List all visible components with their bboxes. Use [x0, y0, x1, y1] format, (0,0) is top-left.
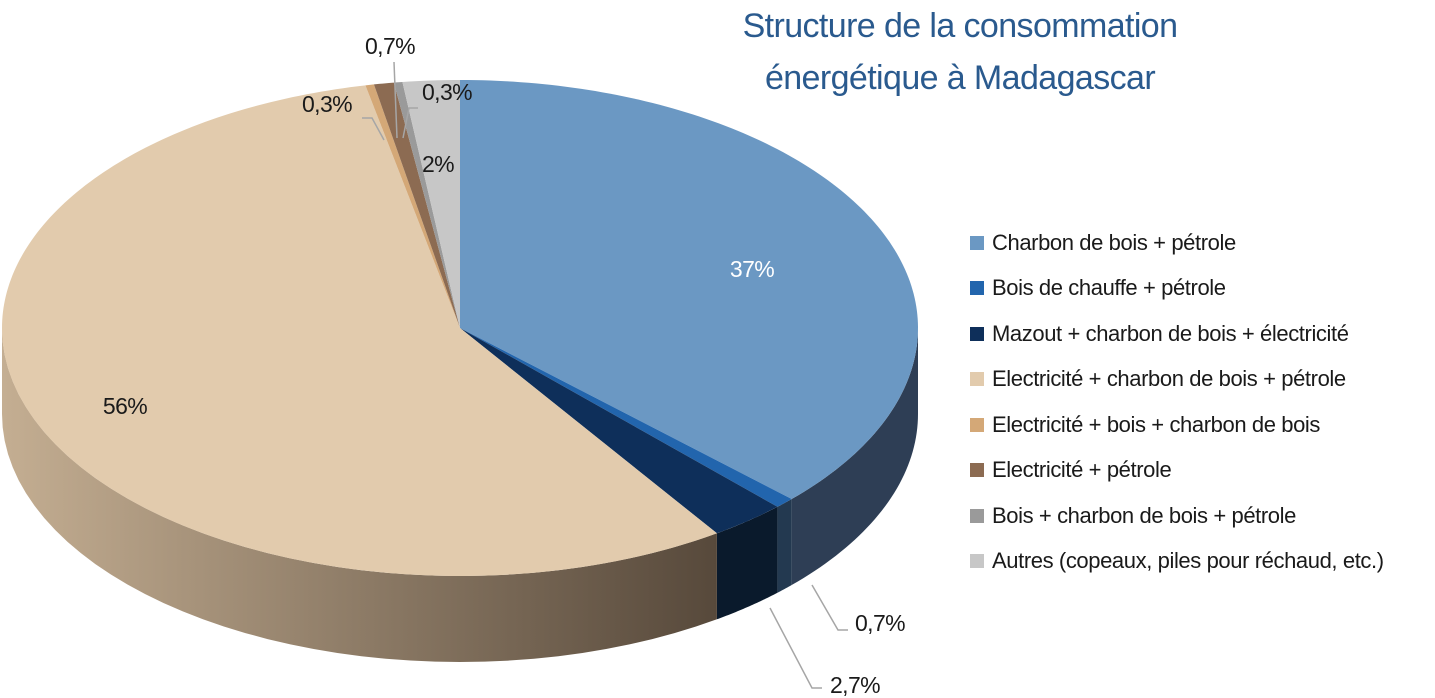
data-label-4: 0,3%: [302, 91, 352, 117]
legend: Charbon de bois + pétrole Bois de chauffe…: [970, 220, 1384, 584]
pie-slice-2: [460, 328, 778, 534]
pie-slice-0: [460, 80, 918, 500]
legend-label: Autres (copeaux, piles pour réchaud, etc…: [992, 548, 1384, 574]
legend-label: Electricité + bois + charbon de bois: [992, 411, 1321, 437]
data-label-0: 37%: [730, 256, 774, 282]
chart-title-line-2: énergétique à Madagascar: [764, 59, 1156, 97]
legend-item: Mazout + charbon de bois + électricité: [970, 311, 1384, 357]
legend-label: Electricité + charbon de bois + pétrole: [992, 366, 1346, 392]
legend-label: Charbon de bois + pétrole: [992, 229, 1236, 255]
data-label-3: 56%: [103, 393, 147, 419]
leader-line-4: [362, 117, 385, 141]
pie-slice-1: [460, 328, 792, 507]
leader-line-5: [393, 61, 398, 139]
pie-sides: [2, 328, 918, 662]
data-label-7: 2%: [422, 151, 454, 177]
pie-labels: 37% 0,7% 2,7% 56% 0,3% 0,7% 0,3% 2%: [103, 33, 906, 698]
legend-label: Bois + charbon de bois + pétrole: [992, 502, 1296, 528]
pie-side-2: [716, 506, 778, 620]
legend-swatch: [970, 372, 984, 387]
legend-item: Electricité + charbon de bois + pétrole: [970, 357, 1384, 403]
pie-slice-6: [393, 81, 460, 329]
legend-swatch: [970, 463, 984, 478]
pie-slice-7: [402, 80, 460, 328]
leader-line-6: [402, 107, 418, 139]
pie-tops: [2, 80, 918, 576]
pie-slice-4: [365, 84, 460, 328]
leader-line-2: [769, 607, 822, 689]
data-label-1: 0,7%: [855, 610, 905, 636]
leader-line-1: [811, 584, 848, 631]
legend-swatch: [970, 281, 984, 296]
legend-item: Charbon de bois + pétrole: [970, 220, 1384, 266]
chart-title-line-1: Structure de la consommation: [742, 7, 1178, 45]
legend-item: Bois + charbon de bois + pétrole: [970, 493, 1384, 539]
legend-label: Bois de chauffe + pétrole: [992, 275, 1226, 301]
legend-swatch: [970, 508, 984, 523]
legend-label: Mazout + charbon de bois + électricité: [992, 320, 1349, 346]
data-label-6: 0,3%: [422, 79, 472, 105]
legend-swatch: [970, 326, 984, 341]
legend-item: Bois de chauffe + pétrole: [970, 266, 1384, 312]
pie-side-1: [777, 499, 792, 593]
legend-swatch: [970, 235, 984, 250]
chart-title: Structure de la consommation énergétique…: [640, 0, 1280, 104]
legend-item: Electricité + pétrole: [970, 448, 1384, 494]
pie-slice-3: [2, 85, 717, 576]
legend-swatch: [970, 417, 984, 432]
legend-item: Autres (copeaux, piles pour réchaud, etc…: [970, 539, 1384, 585]
pie-side-3: [2, 328, 717, 662]
legend-label: Electricité + pétrole: [992, 457, 1172, 483]
legend-swatch: [970, 554, 984, 569]
pie-slice-5: [373, 82, 460, 328]
pie-side-0: [791, 328, 918, 586]
legend-item: Electricité + bois + charbon de bois: [970, 402, 1384, 448]
data-label-5: 0,7%: [365, 33, 415, 59]
data-label-2: 2,7%: [830, 672, 880, 698]
